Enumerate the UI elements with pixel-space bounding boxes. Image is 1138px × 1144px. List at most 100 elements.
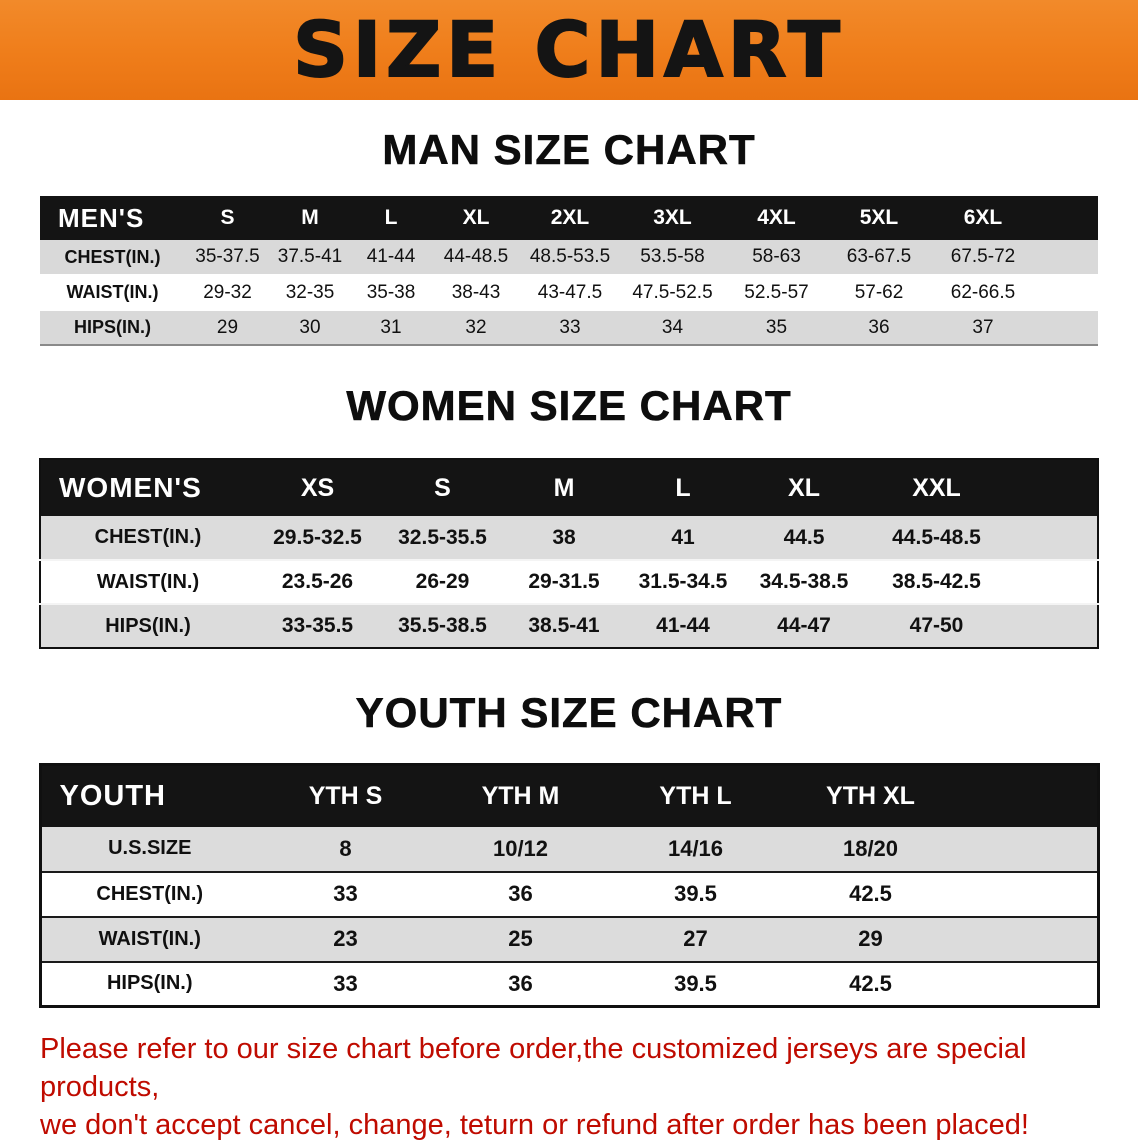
- youth-size-header: YTH XL: [783, 764, 958, 827]
- women-table-row: CHEST(IN.) 29.5-32.5 32.5-35.5 38 41 44.5 44.5…: [40, 516, 1098, 560]
- women-size-header: XL: [743, 459, 865, 516]
- men-table-row: CHEST(IN.) 35-37.5 37.5-41 41-44 44-48.5 48.5…: [40, 240, 1098, 275]
- value-cell: 62-66.5: [950, 281, 1016, 303]
- youth-section-heading: YOUTH SIZE CHART: [355, 689, 783, 737]
- value-cell: 35-37.5: [195, 246, 260, 267]
- men-table-row: HIPS(IN.) 29 30 31 32 33 34 35 36 37: [40, 310, 1098, 345]
- women-size-table: WOMEN'S XS S M L XL XXL CHEST(IN.) 29.5-32.5 32.5…: [39, 458, 1099, 649]
- value-cell: 41-44: [656, 614, 710, 637]
- women-table-title: WOMEN'S: [40, 459, 255, 516]
- page-title: SIZE CHART: [292, 5, 845, 94]
- value-cell: 31.5-34.5: [638, 570, 728, 593]
- header-filler: [958, 764, 1098, 827]
- value-cell: 29: [216, 316, 239, 338]
- value-cell: 8: [339, 835, 352, 861]
- youth-size-header: YTH L: [608, 764, 783, 827]
- value-cell: 44-48.5: [443, 246, 509, 267]
- youth-header-row: YOUTH YTH S YTH M YTH L YTH XL: [40, 764, 1098, 827]
- youth-table-title: YOUTH: [40, 764, 258, 827]
- youth-table-row: U.S.SIZE 8 10/12 14/16 18/20: [40, 826, 1098, 872]
- women-size-header: L: [623, 459, 743, 516]
- value-cell: 29-31.5: [528, 570, 600, 593]
- value-cell: 30: [299, 316, 321, 338]
- value-cell: 38.5-42.5: [892, 570, 981, 593]
- value-cell: 58-63: [752, 246, 801, 267]
- women-table-row: WAIST(IN.) 23.5-26 26-29 29-31.5 31.5-34.5 34…: [40, 560, 1098, 604]
- value-cell: 32: [465, 316, 487, 338]
- men-size-header: M: [270, 196, 350, 240]
- row-label-cell: WAIST(IN.): [98, 927, 201, 950]
- row-label-cell: CHEST(IN.): [64, 246, 161, 267]
- value-cell: 38: [552, 525, 576, 549]
- value-cell: 33: [559, 316, 581, 338]
- value-cell: 42.5: [849, 881, 892, 906]
- value-cell: 35: [765, 316, 788, 338]
- youth-size-header: YTH S: [258, 764, 433, 827]
- men-size-header: S: [185, 196, 270, 240]
- women-table-row: HIPS(IN.) 33-35.5 35.5-38.5 38.5-41 41-44 44-…: [40, 604, 1098, 648]
- value-cell: 36: [508, 970, 533, 996]
- men-section-heading: MAN SIZE CHART: [382, 126, 756, 174]
- value-cell: 23.5-26: [281, 570, 354, 593]
- value-cell: 33: [333, 881, 358, 906]
- row-filler: [958, 917, 1098, 962]
- value-cell: 41: [671, 525, 695, 549]
- value-cell: 14/16: [667, 835, 724, 861]
- disclaimer-notice: Please refer to our size chart before or…: [40, 1030, 1102, 1144]
- value-cell: 29-32: [203, 281, 252, 303]
- men-size-header: 3XL: [620, 196, 725, 240]
- row-label-cell: HIPS(IN.): [106, 972, 193, 995]
- value-cell: 63-67.5: [846, 246, 912, 267]
- value-cell: 36: [508, 881, 533, 906]
- row-filler: [958, 962, 1098, 1007]
- header-filler: [1008, 459, 1098, 516]
- value-cell: 38.5-41: [528, 614, 600, 637]
- value-cell: 26-29: [415, 570, 470, 593]
- men-size-chart-section: MAN SIZE CHART MEN'S S M L XL 2XL 3XL 4XL 5XL 6XL C…: [0, 126, 1138, 346]
- youth-table-row: WAIST(IN.) 23 25 27 29: [40, 916, 1098, 962]
- men-size-header: 4XL: [725, 196, 828, 240]
- value-cell: 47-50: [909, 614, 964, 637]
- men-header-row: MEN'S S M L XL 2XL 3XL 4XL 5XL 6XL: [40, 196, 1098, 240]
- row-filler: [958, 872, 1098, 917]
- row-label-cell: WAIST(IN.): [96, 570, 200, 593]
- value-cell: 31: [380, 316, 402, 338]
- value-cell: 44.5-48.5: [892, 525, 981, 549]
- disclaimer-line-2: we don't accept cancel, change, teturn o…: [40, 1109, 1029, 1141]
- value-cell: 32.5-35.5: [398, 525, 487, 549]
- value-cell: 39.5: [674, 970, 717, 996]
- women-header-row: WOMEN'S XS S M L XL XXL: [40, 459, 1098, 516]
- men-size-header: L: [350, 196, 432, 240]
- value-cell: 27: [683, 926, 708, 951]
- value-cell: 37.5-41: [277, 246, 343, 267]
- value-cell: 39.5: [674, 881, 717, 906]
- value-cell: 23: [333, 926, 358, 951]
- youth-size-table: YOUTH YTH S YTH M YTH L YTH XL U.S.SIZE 8 10/12…: [38, 763, 1100, 1008]
- title-banner: SIZE CHART: [0, 0, 1138, 100]
- value-cell: 42.5: [849, 970, 892, 996]
- row-filler: [958, 827, 1098, 872]
- value-cell: 35.5-38.5: [398, 614, 487, 637]
- men-table-title: MEN'S: [40, 196, 185, 240]
- men-size-table: MEN'S S M L XL 2XL 3XL 4XL 5XL 6XL CHEST(IN.) 35-37…: [40, 196, 1098, 346]
- value-cell: 38-43: [451, 281, 501, 303]
- row-filler: [1008, 604, 1098, 648]
- row-filler: [1008, 516, 1098, 560]
- value-cell: 35-38: [366, 281, 416, 303]
- disclaimer-line-1: Please refer to our size chart before or…: [40, 1033, 1027, 1103]
- value-cell: 34: [661, 316, 684, 338]
- women-section-heading: WOMEN SIZE CHART: [346, 382, 792, 430]
- women-size-header: XXL: [865, 459, 1008, 516]
- value-cell: 43-47.5: [537, 281, 603, 303]
- value-cell: 48.5-53.5: [529, 246, 611, 267]
- value-cell: 36: [868, 316, 890, 338]
- row-label-cell: HIPS(IN.): [105, 614, 191, 637]
- value-cell: 47.5-52.5: [632, 281, 713, 303]
- value-cell: 18/20: [842, 835, 899, 861]
- row-label-cell: HIPS(IN.): [73, 317, 151, 337]
- row-filler: [1008, 560, 1098, 604]
- men-size-header: XL: [432, 196, 520, 240]
- value-cell: 44-47: [777, 614, 831, 637]
- women-size-header: M: [505, 459, 623, 516]
